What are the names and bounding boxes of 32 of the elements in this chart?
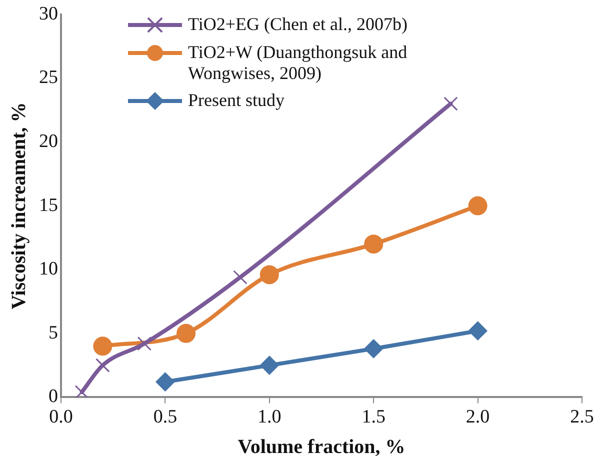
point <box>364 339 384 358</box>
point <box>444 96 458 111</box>
legend-label: TiO2+W (Duangthongsuk and Wongwises, 2009) <box>188 42 408 84</box>
y-tick-label: 5 <box>48 322 58 344</box>
legend-label: TiO2+EG (Chen et al., 2007b) <box>188 14 408 35</box>
y-tick-label: 0 <box>48 386 58 408</box>
point <box>176 324 196 343</box>
point <box>233 270 248 284</box>
x-tick-label: 2.0 <box>466 406 490 428</box>
point <box>74 384 89 398</box>
x-axis-title: Volume fraction, % <box>238 436 406 458</box>
x-tick-label: 0.0 <box>49 406 73 428</box>
point <box>96 358 110 372</box>
point <box>260 356 279 375</box>
legend-label: Present study <box>188 90 284 111</box>
y-tick-label: 15 <box>39 194 58 216</box>
x-tick-label: 1.0 <box>258 406 282 428</box>
point <box>93 336 112 356</box>
point <box>364 234 384 254</box>
point <box>468 196 488 216</box>
x-tick-label: 0.5 <box>153 406 178 428</box>
point <box>468 321 488 340</box>
y-tick-label: 20 <box>39 130 58 152</box>
point <box>137 336 152 351</box>
y-axis-title: Viscosity increament, % <box>8 102 30 310</box>
x-tick-label: 2.5 <box>570 406 594 428</box>
point <box>260 265 279 284</box>
x-tick-label: 1.5 <box>362 406 386 428</box>
point <box>156 372 175 392</box>
y-tick-label: 25 <box>39 67 58 88</box>
y-tick-label: 30 <box>39 3 58 24</box>
y-tick-label: 10 <box>39 258 58 280</box>
